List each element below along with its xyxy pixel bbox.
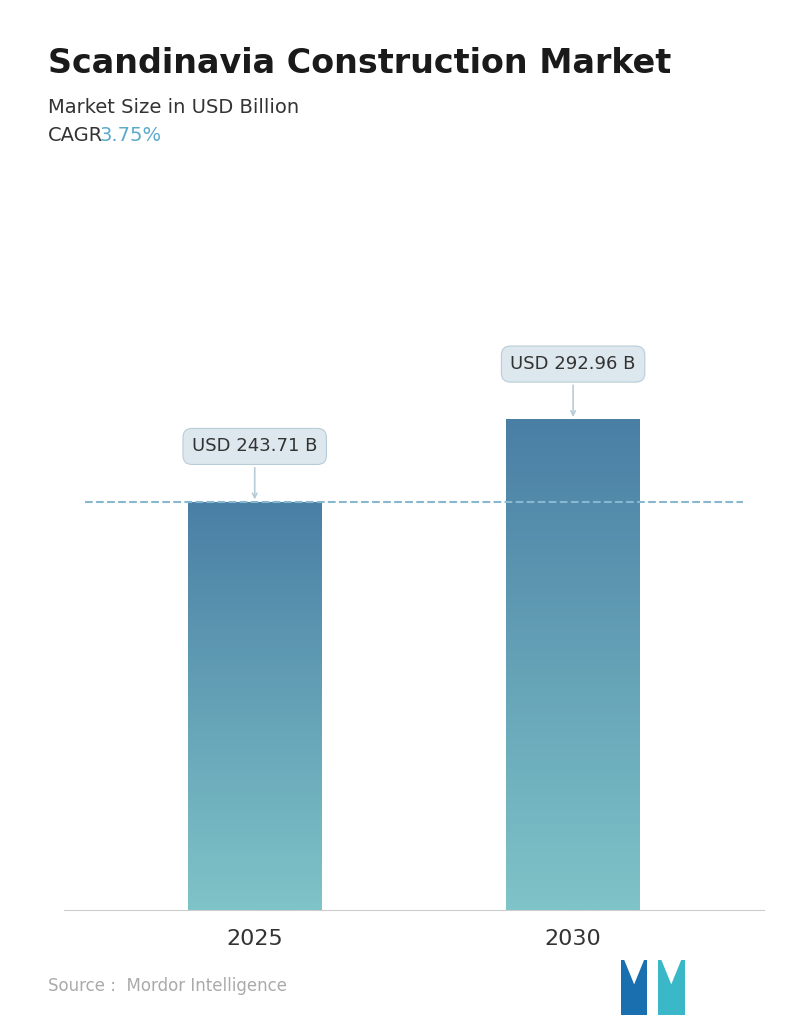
Polygon shape: [661, 960, 681, 984]
Polygon shape: [621, 960, 647, 1015]
Text: Market Size in USD Billion: Market Size in USD Billion: [48, 98, 298, 117]
Text: CAGR: CAGR: [48, 126, 103, 145]
Polygon shape: [624, 960, 644, 984]
Text: Source :  Mordor Intelligence: Source : Mordor Intelligence: [48, 977, 287, 995]
Text: Scandinavia Construction Market: Scandinavia Construction Market: [48, 47, 671, 80]
Text: 3.75%: 3.75%: [100, 126, 162, 145]
Polygon shape: [658, 960, 685, 1015]
Text: USD 292.96 B: USD 292.96 B: [510, 355, 636, 416]
Text: USD 243.71 B: USD 243.71 B: [192, 437, 318, 497]
